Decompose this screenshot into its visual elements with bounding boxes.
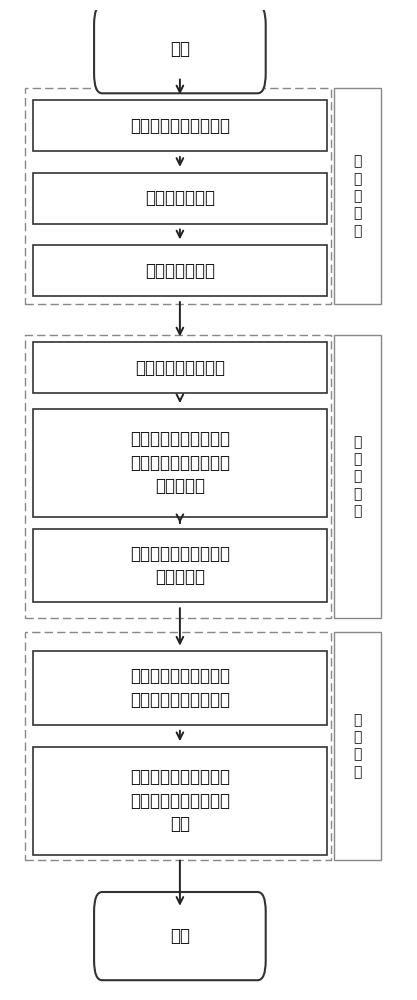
Text: 结束: 结束	[170, 927, 190, 945]
Text: 获取图像，计算兴趣值: 获取图像，计算兴趣值	[130, 117, 230, 135]
Text: 开始: 开始	[170, 40, 190, 58]
FancyBboxPatch shape	[33, 747, 327, 855]
Text: 筛选最终特征点: 筛选最终特征点	[145, 262, 215, 280]
Text: 图
像
拼
接: 图 像 拼 接	[354, 713, 362, 779]
FancyBboxPatch shape	[334, 335, 382, 618]
FancyBboxPatch shape	[94, 5, 266, 93]
Text: 特
征
点
匹
配: 特 征 点 匹 配	[354, 435, 362, 518]
FancyBboxPatch shape	[334, 632, 382, 860]
Text: 特
征
点
选
取: 特 征 点 选 取	[354, 155, 362, 238]
Text: 模板图像和待匹配图像
按照拼接公式进行拼接: 模板图像和待匹配图像 按照拼接公式进行拼接	[130, 667, 230, 709]
FancyBboxPatch shape	[33, 529, 327, 602]
Text: 按最小距离准则选取匹
配的特征点: 按最小距离准则选取匹 配的特征点	[130, 545, 230, 586]
Text: 计算特征点描述向量: 计算特征点描述向量	[135, 359, 225, 377]
Text: 对所有图像按照顺序依
次拼接，获取桥面整体
图片: 对所有图像按照顺序依 次拼接，获取桥面整体 图片	[130, 768, 230, 833]
FancyBboxPatch shape	[33, 245, 327, 296]
Text: 选取局部特征点: 选取局部特征点	[145, 189, 215, 207]
FancyBboxPatch shape	[33, 173, 327, 224]
FancyBboxPatch shape	[33, 100, 327, 151]
FancyBboxPatch shape	[33, 409, 327, 517]
FancyBboxPatch shape	[33, 651, 327, 725]
FancyBboxPatch shape	[334, 88, 382, 304]
FancyBboxPatch shape	[33, 342, 327, 393]
Text: 计算模板图像和待匹配
图像特征点的特征向量
的绝对距离: 计算模板图像和待匹配 图像特征点的特征向量 的绝对距离	[130, 430, 230, 495]
FancyBboxPatch shape	[94, 892, 266, 980]
